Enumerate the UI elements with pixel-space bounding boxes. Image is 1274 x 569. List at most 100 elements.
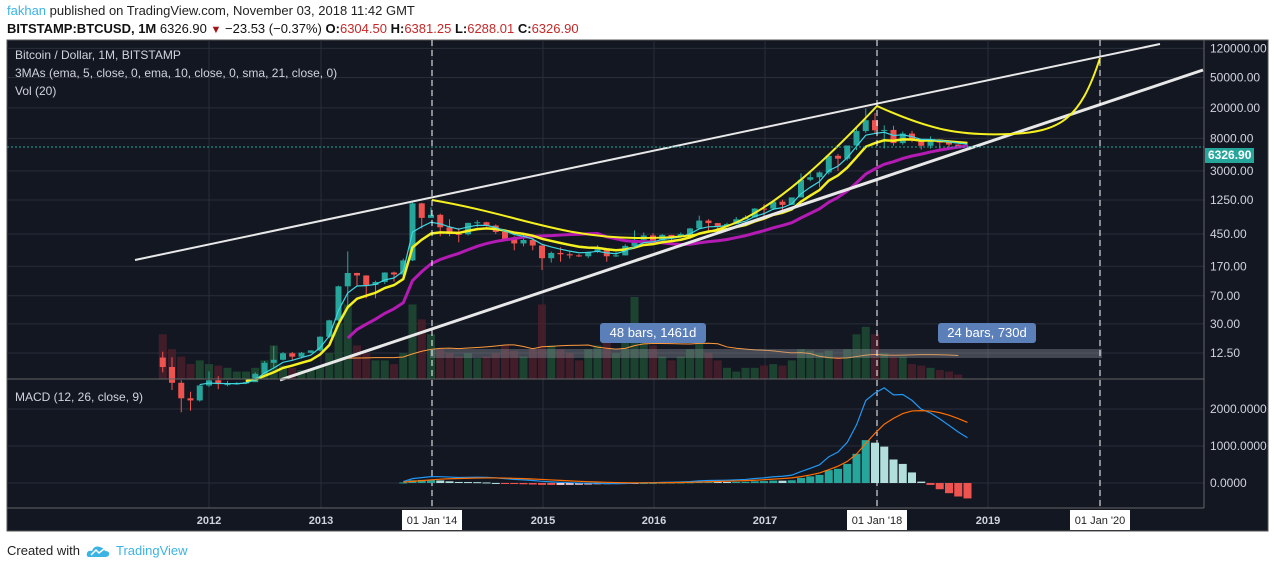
candle-body — [881, 129, 888, 131]
candle-body — [677, 234, 684, 237]
time-tick-label: 2017 — [753, 515, 777, 527]
candle-body — [335, 286, 342, 321]
candle-body — [613, 255, 619, 257]
candle-body — [946, 142, 952, 145]
volume-bar — [464, 352, 472, 379]
date-range-band — [430, 349, 1102, 358]
macd-pane — [399, 387, 972, 499]
candle-body — [196, 385, 203, 401]
macd-histogram-bar — [556, 483, 565, 485]
symbol: BITSTAMP:BTCUSD, 1M — [7, 21, 157, 36]
candle-body — [428, 214, 434, 218]
candle-body — [668, 234, 675, 237]
candle-body — [853, 131, 860, 146]
price-tick-label: 30.00 — [1210, 317, 1240, 331]
macd-histogram-bar — [815, 474, 824, 483]
last-price: 6326.90 — [159, 21, 207, 36]
volume-bar — [232, 371, 241, 379]
volume-bar — [824, 350, 833, 379]
candle-body — [872, 120, 878, 131]
axes[interactable]: 120000.00 50000.00 20000.00 8000.00 3000.00 1… — [197, 41, 1267, 530]
ma-legend[interactable]: 3MAs (ema, 5, close, 0, ema, 10, close, … — [15, 66, 338, 80]
candle-body — [807, 177, 814, 180]
candle-body — [714, 223, 721, 226]
candle-body — [298, 352, 305, 357]
time-tick-label: 2015 — [531, 515, 555, 527]
volume-bar — [343, 304, 352, 379]
range-label-1[interactable]: 48 bars, 1461d — [600, 323, 706, 343]
drawings — [134, 40, 1204, 508]
close-label: C: — [517, 21, 532, 36]
volume-bar — [889, 356, 898, 379]
time-tick-label: 2016 — [642, 515, 666, 527]
volume-bar — [473, 358, 482, 379]
price-tick-label: 70.00 — [1210, 289, 1240, 303]
candle-body — [724, 223, 730, 226]
low-label: L: — [454, 21, 468, 36]
candle-body — [391, 272, 397, 275]
macd-histogram-bar — [898, 463, 907, 483]
range-label-2-text: 24 bars, 730d — [947, 325, 1027, 340]
candle-body — [381, 272, 388, 282]
volume-bar — [926, 367, 935, 379]
lower-trendline[interactable] — [279, 68, 1204, 382]
volume-bar — [686, 349, 694, 379]
open-value: 6304.50 — [339, 21, 387, 36]
candle-body — [261, 362, 268, 374]
price-tick-label: 450.00 — [1210, 227, 1247, 241]
macd-legend[interactable]: MACD (12, 26, close, 9) — [15, 390, 144, 404]
candle-body — [779, 201, 786, 205]
projection-curve-1[interactable] — [431, 105, 878, 240]
volume-bar — [380, 360, 389, 379]
volume-bar — [584, 349, 593, 379]
volume-bar — [945, 371, 953, 379]
volume-bar — [436, 349, 445, 379]
price-tick-label: 3000.00 — [1210, 164, 1254, 178]
macd-histogram-bar — [482, 482, 491, 484]
volume-bar — [491, 352, 500, 379]
macd-histogram-bar — [575, 483, 583, 485]
volume-bar — [639, 323, 648, 379]
macd-histogram-bar — [427, 479, 435, 483]
candle-body — [289, 353, 296, 357]
volume-bar — [797, 349, 805, 379]
candle-body — [687, 228, 693, 235]
volume-bar — [834, 356, 842, 379]
candle-body — [918, 140, 925, 146]
ema10-line — [245, 138, 968, 383]
volume-bar — [501, 345, 509, 379]
author-link[interactable]: fakhan — [7, 3, 47, 18]
volume-bar — [417, 319, 426, 379]
candle-body — [539, 245, 545, 259]
macd-histogram-bar — [436, 480, 445, 483]
volume-bar — [242, 371, 250, 379]
high-label: H: — [390, 21, 405, 36]
volume-bar — [186, 364, 195, 379]
macd-histogram-bar — [538, 483, 546, 485]
candle-body — [566, 254, 573, 256]
volume-legend[interactable]: Vol (20) — [15, 84, 57, 98]
volume-bar — [843, 349, 852, 379]
volume-bar — [575, 360, 583, 379]
candle-body — [576, 255, 582, 257]
range-label-2[interactable]: 24 bars, 730d — [938, 323, 1036, 343]
candle-body — [529, 240, 536, 246]
projection-curve-2[interactable] — [876, 57, 1101, 136]
volume-bar — [732, 371, 741, 379]
volume-bar — [658, 356, 667, 379]
tradingview-link[interactable]: TradingView — [115, 543, 188, 558]
macd-histogram-bar — [464, 482, 472, 484]
candle-body — [169, 367, 175, 383]
volume-bar — [917, 365, 926, 379]
price-tick-label: 50000.00 — [1210, 70, 1260, 84]
price-tick-label: 1250.00 — [1210, 193, 1254, 207]
volume-bar — [612, 352, 620, 379]
volume-bar — [316, 365, 324, 379]
macd-histogram-bar — [565, 483, 574, 485]
macd-histogram-bar — [750, 481, 759, 483]
macd-histogram-bar — [778, 480, 787, 483]
high-value: 6381.25 — [404, 21, 452, 36]
candle-body — [520, 240, 527, 244]
upper-trendline[interactable] — [134, 43, 1161, 261]
